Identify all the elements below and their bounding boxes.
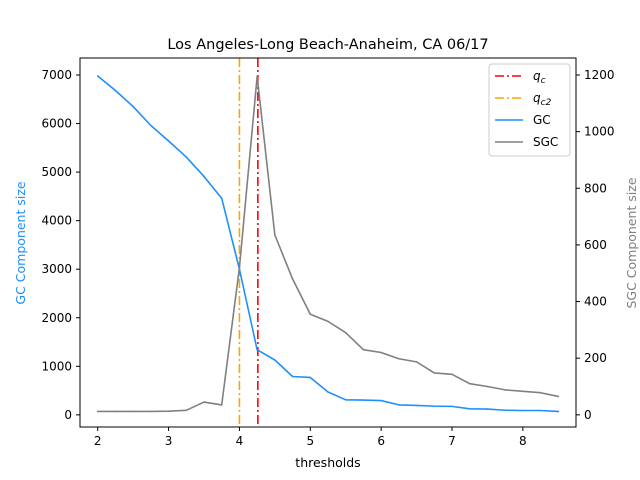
x-tick-label: 8: [519, 434, 527, 448]
data-point-gc: [486, 408, 489, 410]
y-left-tick-label: 7000: [41, 68, 72, 82]
data-point-gc: [203, 175, 205, 178]
data-point-sgc: [291, 278, 294, 280]
y-right-tick-label: 1200: [584, 68, 615, 82]
y-right-tick-label: 0: [584, 408, 592, 422]
legend: qc qc2 GC SGC: [488, 63, 571, 157]
x-axis: 2 3 4 5 6 7 8: [94, 427, 527, 448]
data-point-gc: [291, 375, 294, 378]
data-point-gc: [557, 410, 560, 413]
y-axis-right-label: SGC Component size: [624, 177, 639, 308]
data-point-sgc: [238, 266, 241, 269]
x-tick-label: 4: [236, 434, 244, 448]
x-tick-label: 3: [165, 434, 173, 448]
y-left-tick-label: 3000: [41, 262, 72, 276]
data-point-gc: [504, 409, 506, 412]
data-point-sgc: [309, 313, 312, 316]
data-point-sgc: [344, 331, 347, 334]
data-point-gc: [114, 89, 117, 92]
data-point-gc: [185, 156, 188, 158]
data-point-sgc: [504, 389, 506, 391]
y-right-tick-label: 600: [584, 238, 607, 252]
legend-label-qc2: qc2: [533, 91, 552, 108]
data-point-sgc: [451, 373, 453, 376]
y-left-tick-label: 1000: [41, 359, 72, 373]
data-point-sgc: [380, 351, 382, 354]
x-axis-label: thresholds: [295, 455, 360, 470]
data-point-sgc: [539, 391, 542, 394]
y-right-tick-label: 400: [584, 295, 607, 309]
data-point-gc: [274, 359, 276, 361]
x-tick-label: 7: [448, 434, 456, 448]
data-point-gc: [362, 399, 365, 401]
data-point-gc: [327, 391, 329, 393]
data-point-sgc: [398, 357, 400, 360]
legend-label-gc: GC: [533, 113, 551, 127]
y-axis-left-label: GC Component size: [13, 181, 28, 304]
y-left-tick-label: 6000: [41, 117, 72, 131]
data-point-gc: [96, 75, 99, 77]
data-point-sgc: [256, 75, 258, 78]
y-right-tick-label: 800: [584, 181, 607, 195]
data-point-gc: [468, 407, 471, 410]
data-point-sgc: [433, 372, 436, 374]
x-tick-label: 2: [94, 434, 102, 448]
x-tick-label: 6: [377, 434, 385, 448]
data-point-sgc: [557, 395, 560, 398]
data-point-sgc: [167, 410, 170, 412]
plot-frame: [79, 57, 577, 428]
data-point-gc: [433, 405, 436, 407]
data-point-sgc: [203, 401, 205, 403]
data-point-sgc: [185, 409, 188, 412]
data-point-sgc: [486, 385, 489, 388]
data-point-sgc: [327, 320, 329, 323]
data-point-gc: [398, 404, 400, 406]
data-point-sgc: [150, 410, 152, 413]
legend-label-qc: qc: [533, 69, 546, 86]
y-axis-right: 0 200 400 600 800 1000 1200: [576, 68, 615, 422]
legend-label-sgc: SGC: [533, 135, 558, 149]
y-axis-left: 0 1000 2000 3000 4000 5000 6000 7000: [41, 68, 80, 422]
data-point-gc: [220, 197, 223, 200]
plot-area: [96, 58, 560, 427]
chart-title: Los Angeles-Long Beach-Anaheim, CA 06/17: [167, 37, 488, 53]
data-point-sgc: [220, 404, 223, 406]
data-point-gc: [150, 124, 152, 127]
data-point-gc: [451, 405, 453, 408]
data-point-gc: [344, 399, 347, 401]
y-left-tick-label: 5000: [41, 165, 72, 179]
data-point-sgc: [114, 410, 117, 413]
data-point-sgc: [132, 410, 134, 413]
x-tick-label: 5: [306, 434, 314, 448]
data-point-gc: [132, 105, 134, 108]
data-point-gc: [522, 409, 524, 412]
data-point-gc: [309, 376, 312, 379]
data-point-gc: [539, 409, 542, 412]
data-point-sgc: [96, 410, 99, 413]
data-point-gc: [380, 399, 382, 402]
y-left-tick-label: 4000: [41, 214, 72, 228]
y-left-tick-label: 2000: [41, 311, 72, 325]
y-right-tick-label: 1000: [584, 125, 615, 139]
y-left-tick-label: 0: [64, 408, 72, 422]
y-right-tick-label: 200: [584, 351, 607, 365]
data-point-gc: [256, 349, 258, 351]
data-point-sgc: [362, 348, 365, 351]
data-point-sgc: [468, 382, 471, 385]
data-point-gc: [167, 140, 170, 142]
data-point-sgc: [415, 361, 418, 363]
data-point-gc: [415, 404, 418, 407]
data-point-sgc: [522, 390, 524, 393]
data-point-sgc: [274, 234, 276, 236]
legend-box: [488, 63, 571, 157]
